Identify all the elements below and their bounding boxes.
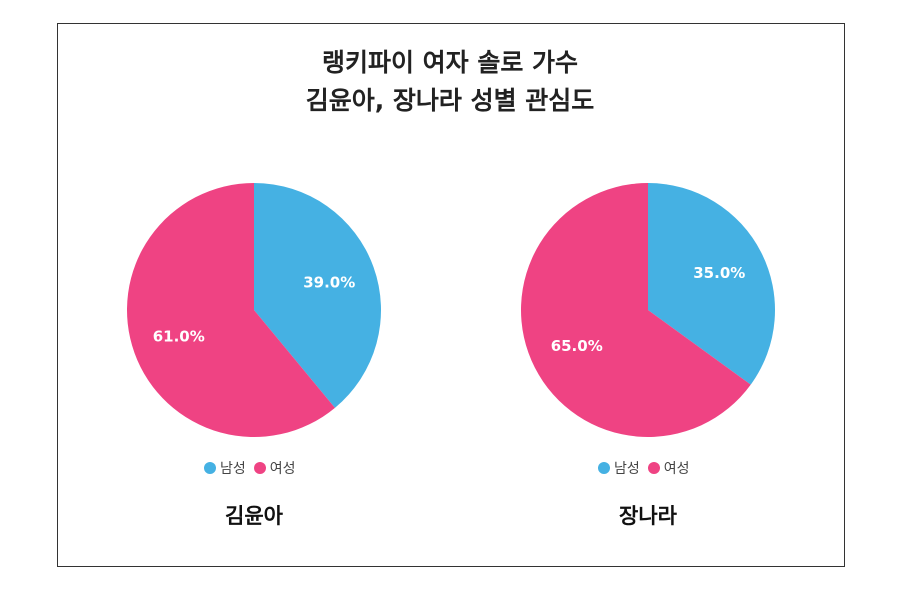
pie-slice-female bbox=[521, 183, 751, 437]
legend-label-female: 여성 bbox=[663, 461, 690, 477]
legend-label-male: 남성 bbox=[220, 461, 246, 477]
legend-marker-female bbox=[253, 462, 266, 474]
legend-item-female: 여성 bbox=[253, 458, 296, 478]
chart-title-line-1: 랭키파이 여자 솔로 가수 bbox=[321, 48, 579, 77]
pie-title-jang-nara: 장나라 bbox=[619, 504, 677, 528]
legend-label-female: 여성 bbox=[269, 461, 296, 477]
pie-title-kim-yuna: 김윤아 bbox=[225, 504, 283, 528]
chart-title-line-2: 김윤아, 장나라 성별 관심도 bbox=[305, 86, 595, 115]
pie-chart-jang-nara: 35.0% 65.0% bbox=[521, 183, 775, 437]
pie-slice-label-male: 39.0% bbox=[303, 273, 355, 291]
legend-item-female: 여성 bbox=[647, 458, 690, 478]
legend-marker-male bbox=[204, 462, 216, 474]
legend-item-male: 남성 bbox=[598, 458, 640, 478]
legend-marker-female bbox=[647, 462, 660, 474]
pie-slice-label-male: 35.0% bbox=[693, 264, 745, 282]
legend-kim-yuna: 남성 여성 bbox=[204, 458, 296, 478]
pie-chart-kim-yuna: 39.0% 61.0% bbox=[126, 183, 381, 437]
chart-title: 랭키파이 여자 솔로 가수 김윤아, 장나라 성별 관심도 bbox=[0, 44, 900, 120]
legend-item-male: 남성 bbox=[204, 458, 246, 478]
pie-slice-label-female: 65.0% bbox=[551, 337, 603, 355]
legend-jang-nara: 남성 여성 bbox=[598, 458, 690, 478]
pie-slice-male bbox=[648, 183, 775, 385]
legend-marker-male bbox=[598, 462, 610, 474]
pie-slice-label-female: 61.0% bbox=[153, 328, 205, 346]
legend-label-male: 남성 bbox=[614, 461, 640, 477]
pie-slice-female bbox=[126, 183, 335, 437]
pie-slice-male bbox=[254, 183, 381, 408]
